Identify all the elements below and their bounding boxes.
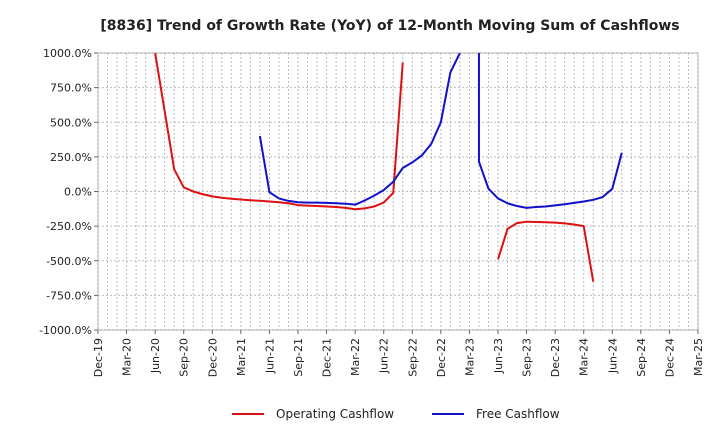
x-tick-label: Dec-21 <box>321 338 334 377</box>
y-tick-label: 750.0% <box>50 82 92 95</box>
gridlines <box>97 52 699 331</box>
x-tick-label: Mar-21 <box>235 338 248 376</box>
y-tick-label: -250.0% <box>46 220 92 233</box>
y-tick-label: 500.0% <box>50 116 92 129</box>
x-tick-label: Mar-24 <box>578 338 591 376</box>
x-tick-label: Sep-24 <box>635 338 648 377</box>
x-tick-label: Jun-24 <box>606 338 619 374</box>
x-tick-label: Jun-23 <box>492 338 505 374</box>
y-tick-label: 0.0% <box>64 186 92 199</box>
y-tick-label: -1000.0% <box>39 324 92 337</box>
x-tick-label: Jun-21 <box>263 338 276 374</box>
x-tick-label: Jun-22 <box>378 338 391 374</box>
x-tick-label: Sep-21 <box>292 338 305 377</box>
series-line-free-cashflow <box>477 53 623 209</box>
y-axis: 1000.0% 750.0% 500.0% 250.0% 0.0% -250.0% -500… <box>39 47 98 337</box>
y-tick-label: 250.0% <box>50 151 92 164</box>
x-tick-label: Sep-20 <box>178 338 191 377</box>
x-tick-label: Dec-23 <box>549 338 562 377</box>
series-line-free-cashflow <box>258 53 461 206</box>
x-tick-label: Dec-22 <box>435 338 448 377</box>
x-axis: Dec-19 Mar-20 Jun-20 Sep-20 Dec-20 Mar-21 Jun-… <box>92 330 705 377</box>
x-tick-label: Mar-25 <box>692 338 705 376</box>
y-tick-label: -750.0% <box>46 289 92 302</box>
legend: Operating Cashflow Free Cashflow <box>232 407 560 421</box>
chart-title: [8836] Trend of Growth Rate (YoY) of 12-… <box>100 18 679 34</box>
x-tick-label: Sep-22 <box>406 338 419 377</box>
x-tick-label: Jun-20 <box>149 338 162 374</box>
x-tick-label: Mar-20 <box>121 338 134 376</box>
x-tick-label: Sep-23 <box>521 338 534 377</box>
series-lines <box>154 53 623 282</box>
x-tick-label: Mar-22 <box>349 338 362 376</box>
x-tick-label: Dec-20 <box>206 338 219 377</box>
legend-label-free-cashflow: Free Cashflow <box>476 407 560 421</box>
y-tick-label: -500.0% <box>46 255 92 268</box>
x-tick-label: Dec-24 <box>663 338 676 377</box>
x-tick-label: Mar-23 <box>463 338 476 376</box>
series-line-operating-cashflow <box>154 53 404 211</box>
x-tick-label: Dec-19 <box>92 338 105 377</box>
legend-label-operating-cashflow: Operating Cashflow <box>276 407 394 421</box>
y-tick-label: 1000.0% <box>43 47 92 60</box>
series-line-operating-cashflow <box>497 220 595 282</box>
